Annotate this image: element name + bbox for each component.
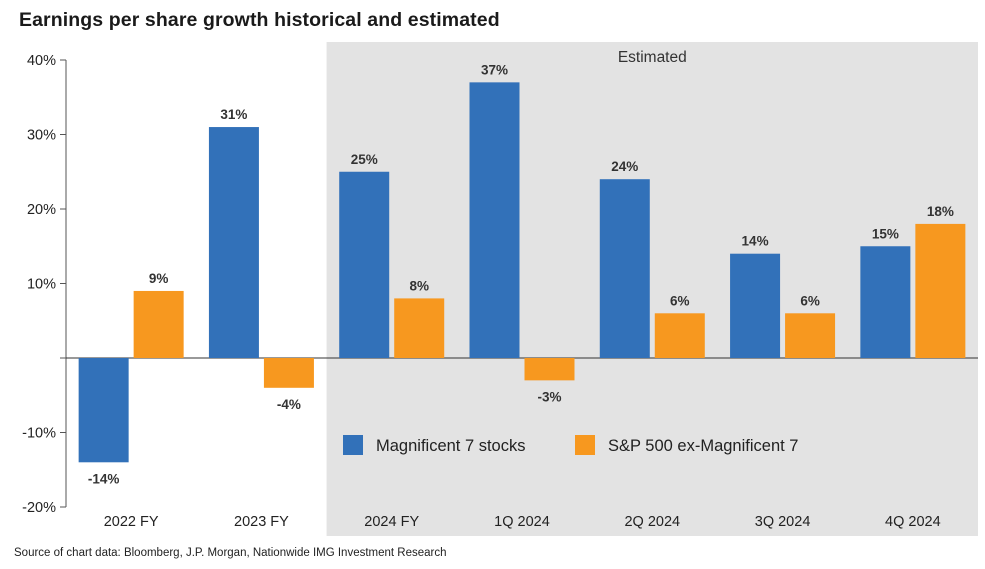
legend-label: Magnificent 7 stocks [376, 437, 525, 455]
magnificent-7-bar [339, 171, 390, 358]
data-label: 14% [742, 234, 769, 249]
data-label: 18% [927, 204, 954, 219]
data-labels-layer: -14% 9% 31% -4% 25% 8% 37% -3% 24% 6% 14% 6% 15% 18% [88, 62, 954, 486]
x-tick-label: 2024 FY [364, 514, 419, 530]
magnificent-7-bar [599, 179, 650, 358]
y-tick-label: 10% [27, 277, 56, 293]
sp500-ex-mag7-bar [133, 290, 184, 358]
x-tick-label: 1Q 2024 [494, 514, 550, 530]
data-label: -4% [277, 397, 301, 412]
magnificent-7-bar [469, 82, 520, 358]
data-label: 37% [481, 62, 508, 77]
y-tick-label: 30% [27, 128, 56, 144]
data-label: -14% [88, 471, 120, 486]
legend-label: S&P 500 ex-Magnificent 7 [608, 437, 798, 455]
data-label: 8% [409, 278, 429, 293]
chart-title: Earnings per share growth historical and… [19, 9, 500, 31]
magnificent-7-bar [208, 127, 259, 358]
magnificent-7-bar [78, 358, 129, 463]
x-tick-label: 2023 FY [234, 514, 289, 530]
sp500-ex-mag7-bar [915, 223, 966, 358]
data-label: 24% [611, 159, 638, 174]
x-tick-label: 2022 FY [104, 514, 159, 530]
sp500-ex-mag7-bar [654, 313, 705, 358]
y-tick-label: -20% [22, 500, 56, 516]
data-label: 6% [800, 293, 820, 308]
y-tick-label: -10% [22, 426, 56, 442]
bars-layer [78, 82, 966, 463]
source-note: Source of chart data: Bloomberg, J.P. Mo… [14, 547, 447, 559]
magnificent-7-bar [860, 246, 911, 358]
data-label: 31% [220, 107, 247, 122]
sp500-ex-mag7-bar [785, 313, 836, 358]
sp500-ex-mag7-bar [263, 358, 314, 388]
data-label: 15% [872, 226, 899, 241]
x-tick-label: 3Q 2024 [755, 514, 811, 530]
data-label: 6% [670, 293, 690, 308]
magnificent-7-bar [730, 253, 781, 358]
legend-swatch-magnificent-7 [343, 435, 363, 455]
legend: Magnificent 7 stocks S&P 500 ex-Magnifice… [343, 435, 798, 455]
y-tick-label: 20% [27, 202, 56, 218]
legend-swatch-sp500-ex-mag7 [575, 435, 595, 455]
data-label: -3% [537, 389, 561, 404]
y-tick-label: 40% [27, 53, 56, 69]
bar-chart: Estimated 40% 30% 20% 10% -10% -20% 2022 FY 202… [22, 42, 979, 536]
sp500-ex-mag7-bar [394, 298, 445, 358]
x-tick-label: 2Q 2024 [624, 514, 680, 530]
sp500-ex-mag7-bar [524, 358, 575, 381]
data-label: 25% [351, 152, 378, 167]
estimated-label: Estimated [618, 49, 687, 66]
x-tick-label: 4Q 2024 [885, 514, 941, 530]
data-label: 9% [149, 271, 169, 286]
